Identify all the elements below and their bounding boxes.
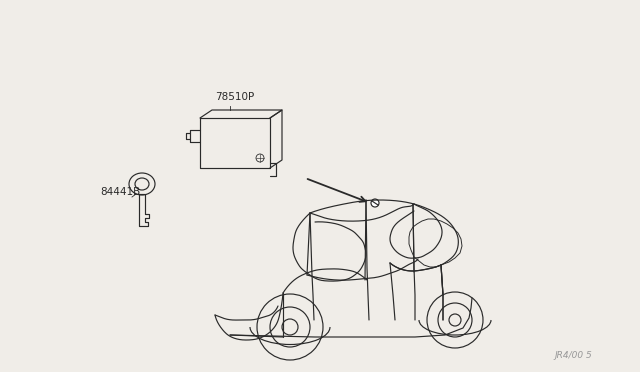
Circle shape xyxy=(371,199,379,207)
Text: 78510P: 78510P xyxy=(215,92,254,102)
Text: JR4/00 5: JR4/00 5 xyxy=(554,351,592,360)
Text: 84441B: 84441B xyxy=(100,187,140,197)
